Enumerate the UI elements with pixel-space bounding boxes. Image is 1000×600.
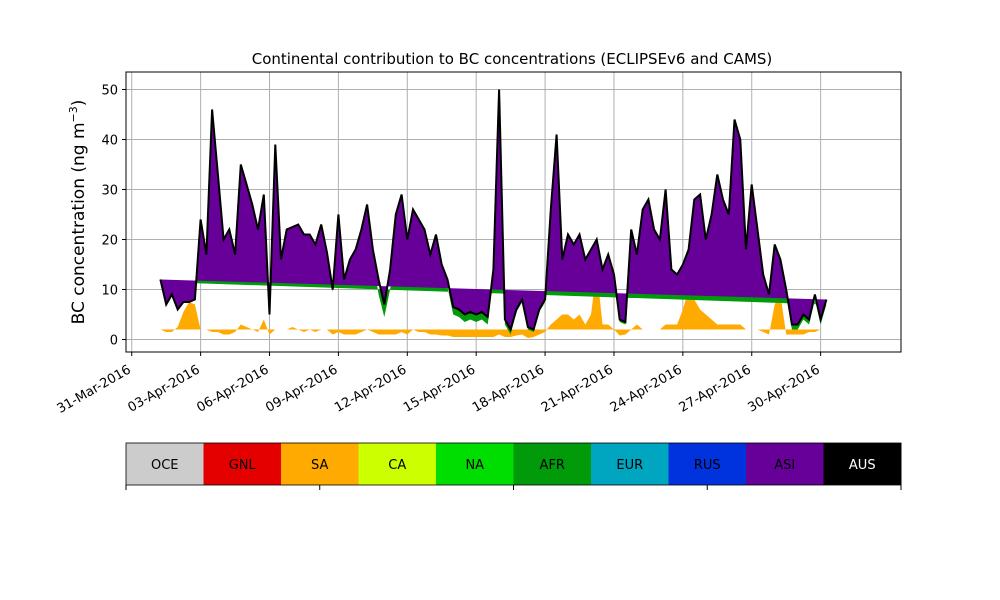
data-areas (159, 89, 828, 338)
series-area-sa (160, 269, 827, 338)
legend-swatch-rus (668, 443, 747, 485)
legend-label-oce: OCE (151, 458, 179, 473)
series-line-aus (159, 89, 828, 333)
legend-swatch-afr (513, 443, 592, 485)
legend-swatch-aus (823, 443, 902, 485)
legend-label-na: NA (465, 458, 484, 473)
y-tick-label: 10 (101, 284, 118, 299)
legend-swatch-ca (358, 443, 437, 485)
legend-label-asi: ASI (774, 458, 795, 473)
x-tick-label: 27-Apr-2016 (677, 362, 754, 415)
x-tick-label: 12-Apr-2016 (332, 362, 409, 415)
x-tick-label: 06-Apr-2016 (194, 362, 271, 415)
x-axis: 31-Mar-201603-Apr-201606-Apr-201609-Apr-… (55, 352, 823, 417)
legend-label-gnl: GNL (229, 458, 257, 473)
legend-label-ca: CA (388, 458, 406, 473)
colorbar-legend: OCE GNL SA CA NA AFR EUR RUS ASI AUS (125, 442, 902, 490)
legend-label-eur: EUR (616, 458, 643, 473)
x-tick-label: 21-Apr-2016 (539, 362, 616, 415)
x-tick-label: 15-Apr-2016 (401, 362, 478, 415)
x-tick-label: 03-Apr-2016 (126, 362, 203, 415)
legend-label-rus: RUS (694, 458, 721, 473)
legend-label-aus: AUS (849, 458, 876, 473)
series-area-asi (160, 89, 827, 330)
y-axis-label-close: ) (69, 100, 89, 107)
legend-label-sa: SA (311, 458, 328, 473)
y-tick-label: 0 (110, 334, 118, 349)
legend-swatch-oce (126, 443, 204, 485)
x-tick-label: 31-Mar-2016 (55, 362, 134, 416)
y-axis: 0 10 20 30 40 50 (101, 84, 126, 349)
y-axis-label-text: BC concentration (ng m (69, 122, 89, 324)
plot-frame (125, 71, 902, 353)
legend-swatch-asi (746, 443, 824, 485)
legend-swatch-gnl (203, 443, 282, 485)
x-tick-label: 09-Apr-2016 (263, 362, 340, 415)
y-tick-label: 50 (101, 84, 118, 99)
legend-swatch-na (436, 443, 514, 485)
legend-swatch-sa (281, 443, 359, 485)
legend-swatch-eur (591, 443, 669, 485)
y-tick-label: 20 (101, 234, 118, 249)
y-axis-label-superscript: −3 (67, 106, 80, 122)
y-tick-label: 30 (101, 184, 118, 199)
chart-title: Continental contribution to BC concentra… (252, 50, 773, 68)
legend-label-afr: AFR (540, 458, 565, 473)
x-tick-label: 24-Apr-2016 (608, 362, 685, 415)
y-axis-label: BC concentration (ng m−3) (67, 100, 89, 325)
x-tick-label: 30-Apr-2016 (746, 362, 823, 415)
x-tick-label: 18-Apr-2016 (470, 362, 547, 415)
y-tick-label: 40 (101, 134, 118, 149)
